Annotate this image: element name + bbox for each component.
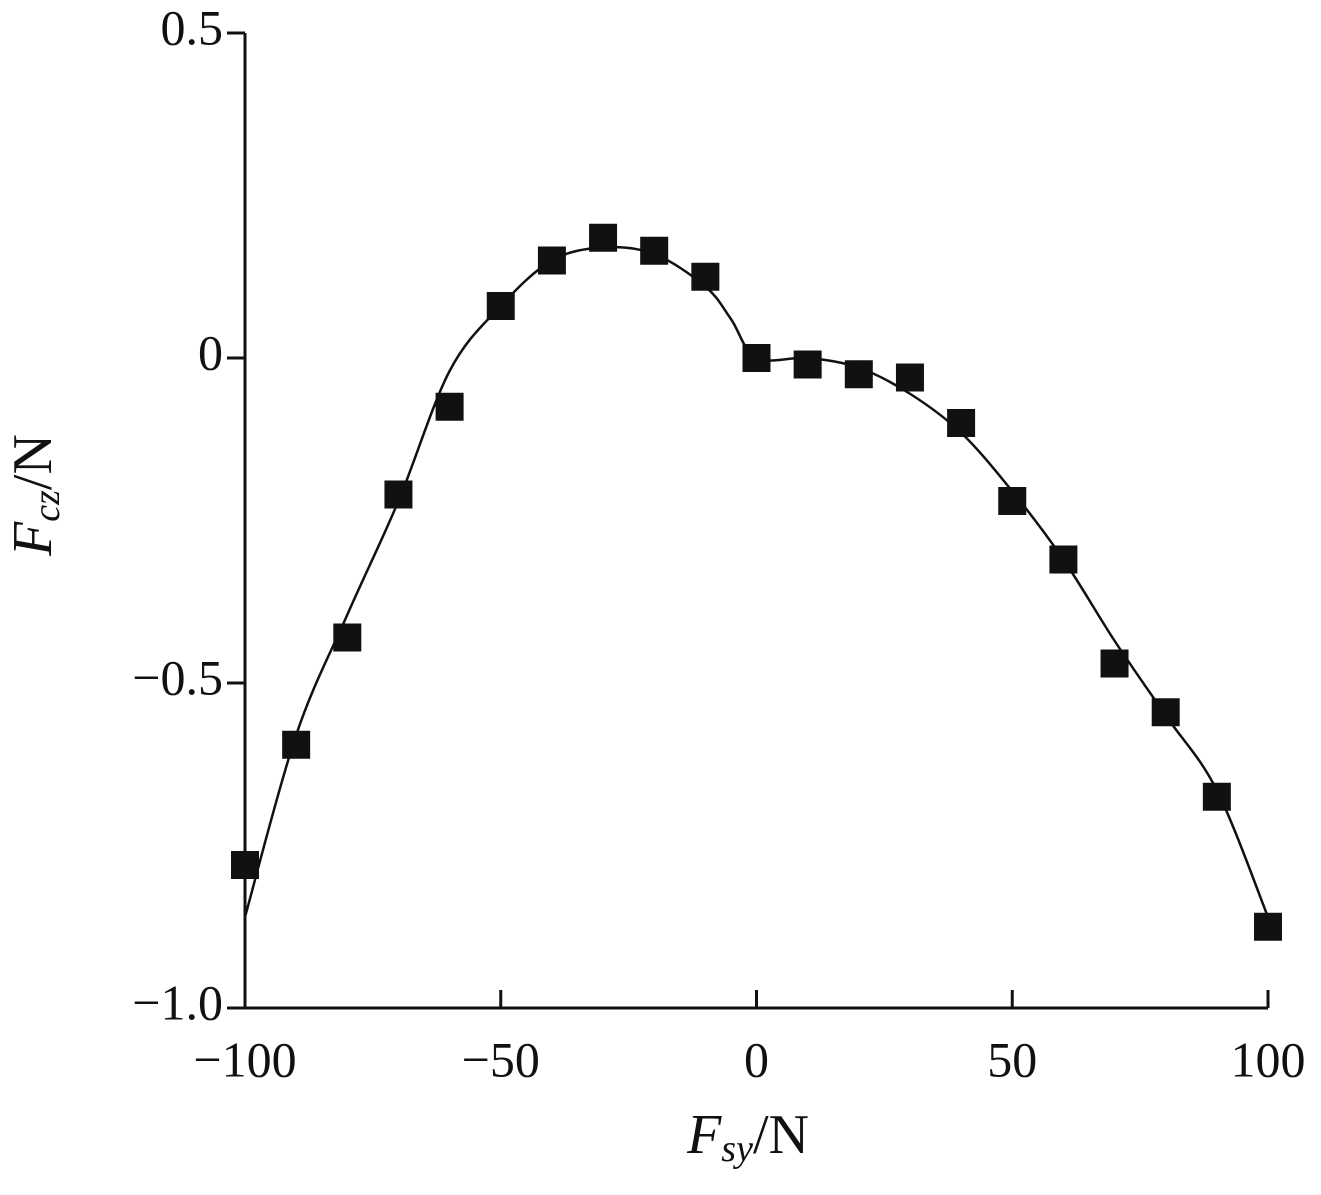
fit-line — [243, 245, 1270, 918]
x-axis-title: Fsy/N — [686, 1104, 809, 1170]
marker — [793, 350, 822, 379]
x-title-unit: /N — [753, 1104, 809, 1166]
y-title-symbol: F — [2, 521, 64, 557]
marker — [1202, 782, 1231, 811]
x-title-subscript: sy — [721, 1128, 753, 1170]
x-tick-label: −100 — [193, 1031, 296, 1087]
x-tick-label: 100 — [1231, 1031, 1306, 1087]
y-tick-label: −0.5 — [132, 649, 223, 705]
x-tick-label: −50 — [462, 1031, 540, 1087]
x-tick-label: 50 — [987, 1031, 1037, 1087]
y-title-subscript: cz — [26, 490, 68, 522]
marker — [231, 851, 259, 879]
y-tick-label: 0 — [198, 324, 223, 380]
y-title-unit: /N — [2, 434, 64, 490]
marker — [1254, 912, 1282, 941]
y-tick-label: −1.0 — [132, 974, 223, 1030]
x-tick-label: 0 — [744, 1031, 769, 1087]
x-title-symbol: F — [686, 1104, 722, 1166]
y-tick-label: 0.5 — [161, 0, 224, 55]
marker — [384, 480, 413, 509]
y-axis-title: Fcz/N — [2, 434, 68, 557]
marker — [435, 392, 464, 421]
